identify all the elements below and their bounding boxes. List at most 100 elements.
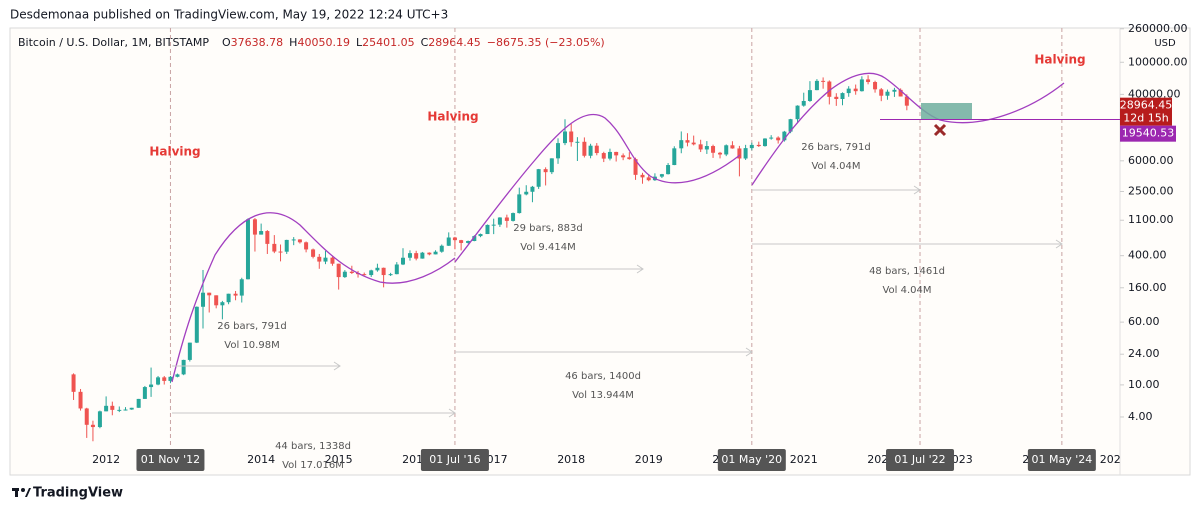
candle-body (679, 140, 684, 149)
measure-label: Vol 4.04M (811, 161, 860, 172)
candle-body (433, 251, 438, 255)
candle-body (349, 271, 354, 273)
candle-body (827, 81, 832, 97)
candle-body (220, 302, 225, 306)
candle-body (375, 267, 380, 271)
measure-label: 26 bars, 791d (801, 142, 871, 153)
candle-body (420, 252, 425, 259)
candle-body (614, 151, 619, 156)
legend-change: −8675.35 (−23.05%) (487, 36, 605, 49)
candle-body (168, 376, 173, 381)
legend-key: O (222, 36, 231, 49)
candle-body (362, 274, 367, 276)
cross-mark (933, 123, 947, 137)
y-tick-label: 24.00 (1128, 347, 1160, 360)
y-tick-label: 1100.00 (1128, 213, 1174, 226)
marker-label: 01 Nov '12 (141, 453, 200, 466)
candle-body (769, 137, 774, 139)
candle-body (491, 224, 496, 226)
candle-body (549, 158, 554, 173)
candle-body (129, 407, 134, 410)
candle-body (511, 213, 516, 221)
candle-body (259, 231, 264, 235)
marker-label: 01 May '20 (721, 453, 782, 466)
candle-body (846, 88, 851, 94)
candle-body (304, 242, 309, 250)
candle-body (834, 96, 839, 100)
y-tick-label: 260000.00 (1128, 22, 1188, 35)
candle-body (207, 292, 212, 296)
candle-body (323, 257, 328, 262)
candle-body (607, 151, 612, 159)
candle-body (575, 141, 580, 143)
measure-label: 29 bars, 883d (513, 223, 583, 234)
candle-body (123, 409, 128, 411)
marker-label: 01 Jul '16 (429, 453, 480, 466)
candle-body (459, 240, 464, 243)
countdown-label: 12d 15h (1123, 112, 1168, 125)
candle-body (472, 236, 477, 242)
candle-body (801, 100, 806, 106)
measure-label: Vol 10.98M (224, 340, 279, 351)
candle-body (666, 165, 671, 175)
x-tick-label: 2025 (1100, 453, 1128, 466)
candle-body (588, 145, 593, 156)
candle-body (194, 306, 199, 343)
candle-body (291, 239, 296, 241)
candle-body (853, 88, 858, 92)
cycle-curve (171, 212, 456, 383)
candle-body (776, 137, 781, 141)
legend-key: L (356, 36, 363, 49)
candle-body (497, 217, 502, 225)
candle-body (672, 148, 677, 166)
measure-arrow (1055, 239, 1063, 249)
legend-key: C (421, 36, 429, 49)
y-tick-label: 2500.00 (1128, 184, 1174, 197)
legend-value: 40050.19 (297, 36, 350, 49)
measure-arrow (333, 361, 341, 371)
candle-body (439, 245, 444, 252)
candle-body (142, 387, 147, 399)
candle-body (517, 194, 522, 214)
candle-body (730, 145, 735, 149)
legend-value: 25401.05 (362, 36, 415, 49)
candle-body (181, 359, 186, 375)
measure-label: Vol 9.414M (520, 242, 575, 253)
candle-body (659, 174, 664, 177)
candle-body (807, 90, 812, 101)
halving-label: Halving (1034, 53, 1085, 67)
measure-label: Vol 17.016M (282, 460, 344, 471)
x-tick-label: 2019 (635, 453, 663, 466)
marker-badge (136, 449, 205, 471)
candle-body (711, 146, 716, 153)
measure-label: 26 bars, 791d (217, 321, 287, 332)
candle-body (601, 153, 606, 159)
candle-body (149, 384, 154, 388)
candle-body (485, 224, 490, 235)
y-tick-label: 400.00 (1128, 249, 1167, 262)
candle-body (452, 237, 457, 241)
x-tick-label: 2021 (790, 453, 818, 466)
candle-body (504, 217, 509, 221)
candle-body (478, 234, 483, 237)
header: Desdemonaa published on TradingView.com,… (10, 8, 448, 22)
candle-body (239, 279, 244, 296)
measure-arrow (913, 185, 921, 195)
halving-label: Halving (427, 110, 478, 124)
candle-body (136, 398, 141, 408)
candle-body (756, 144, 761, 147)
x-tick-label: 2015 (325, 453, 353, 466)
candle-body (110, 405, 115, 410)
candle-body (214, 295, 219, 306)
candle-body (879, 89, 884, 96)
candle-body (284, 239, 289, 252)
candle-body (175, 374, 180, 377)
candle-body (898, 89, 903, 97)
candle-body (187, 342, 192, 360)
candle-body (685, 140, 690, 143)
candle-body (278, 251, 283, 253)
level-badge (1120, 125, 1176, 142)
candle-body (342, 271, 347, 278)
candle-body (821, 80, 826, 82)
